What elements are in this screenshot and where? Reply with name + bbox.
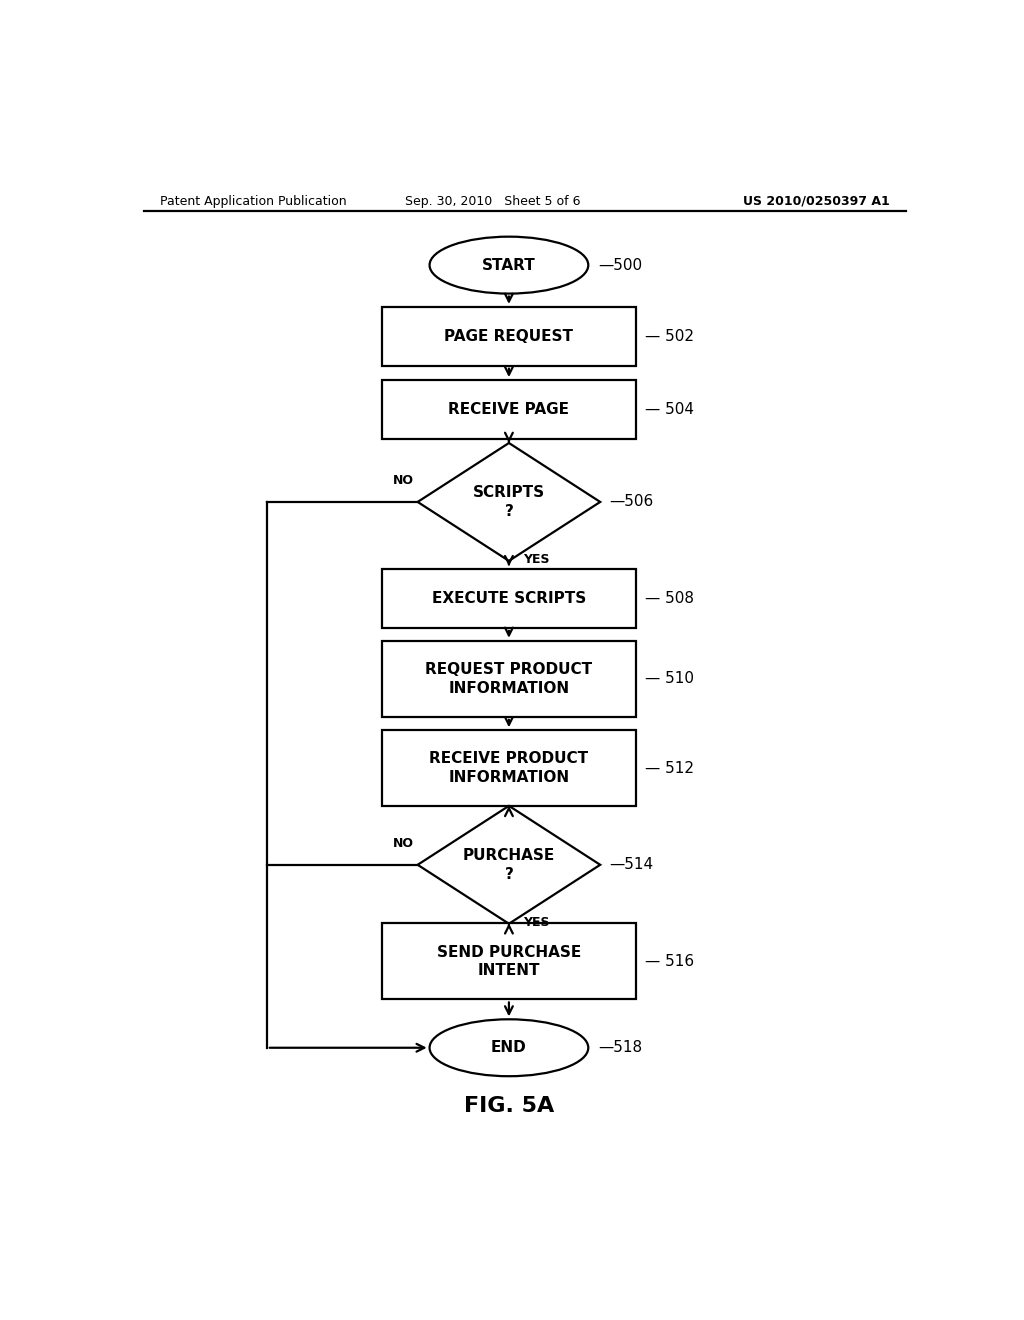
Ellipse shape — [430, 236, 588, 293]
Text: —500: —500 — [598, 257, 642, 273]
Text: END: END — [492, 1040, 526, 1055]
Text: —514: —514 — [609, 857, 654, 873]
Ellipse shape — [430, 1019, 588, 1076]
Text: PURCHASE
?: PURCHASE ? — [463, 847, 555, 882]
Text: — 504: — 504 — [645, 403, 694, 417]
Text: US 2010/0250397 A1: US 2010/0250397 A1 — [743, 194, 890, 207]
Text: — 502: — 502 — [645, 329, 694, 343]
Text: —518: —518 — [598, 1040, 642, 1055]
Text: SEND PURCHASE
INTENT: SEND PURCHASE INTENT — [437, 945, 581, 978]
Text: PAGE REQUEST: PAGE REQUEST — [444, 329, 573, 343]
Text: START: START — [482, 257, 536, 273]
FancyBboxPatch shape — [382, 640, 636, 717]
Text: REQUEST PRODUCT
INFORMATION: REQUEST PRODUCT INFORMATION — [425, 663, 593, 696]
FancyBboxPatch shape — [382, 306, 636, 366]
Text: FIG. 5A: FIG. 5A — [464, 1096, 554, 1115]
Text: NO: NO — [392, 474, 414, 487]
FancyBboxPatch shape — [382, 730, 636, 807]
Text: — 508: — 508 — [645, 591, 694, 606]
Text: YES: YES — [523, 916, 550, 928]
Polygon shape — [418, 444, 600, 561]
FancyBboxPatch shape — [382, 569, 636, 628]
FancyBboxPatch shape — [382, 380, 636, 440]
Text: — 516: — 516 — [645, 954, 694, 969]
Text: —506: —506 — [609, 495, 654, 510]
Text: — 512: — 512 — [645, 760, 694, 776]
FancyBboxPatch shape — [382, 923, 636, 999]
Polygon shape — [418, 805, 600, 924]
Text: Patent Application Publication: Patent Application Publication — [160, 194, 346, 207]
Text: YES: YES — [523, 553, 550, 566]
Text: NO: NO — [392, 837, 414, 850]
Text: Sep. 30, 2010   Sheet 5 of 6: Sep. 30, 2010 Sheet 5 of 6 — [406, 194, 581, 207]
Text: SCRIPTS
?: SCRIPTS ? — [473, 486, 545, 519]
Text: RECEIVE PRODUCT
INFORMATION: RECEIVE PRODUCT INFORMATION — [429, 751, 589, 785]
Text: EXECUTE SCRIPTS: EXECUTE SCRIPTS — [432, 591, 586, 606]
Text: RECEIVE PAGE: RECEIVE PAGE — [449, 403, 569, 417]
Text: — 510: — 510 — [645, 672, 694, 686]
